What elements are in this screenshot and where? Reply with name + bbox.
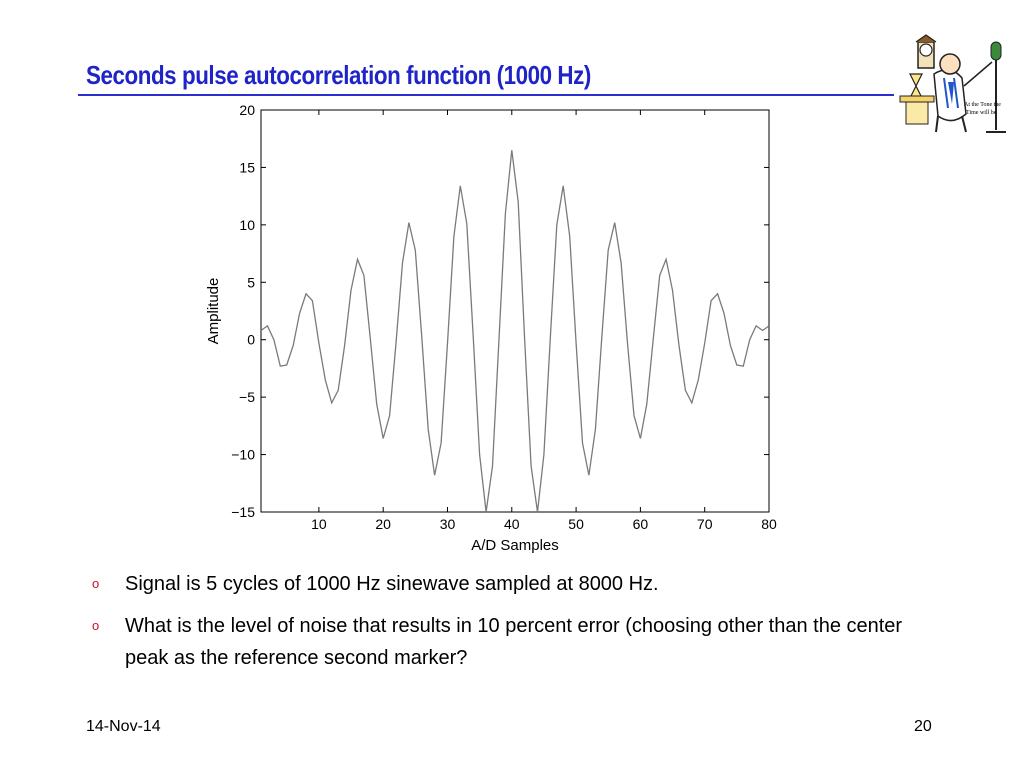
slide-title: Seconds pulse autocorrelation function (…: [86, 60, 591, 90]
y-tick-label: 15: [239, 159, 255, 175]
x-tick-label: 70: [697, 516, 713, 532]
x-tick-label: 40: [504, 516, 520, 532]
x-axis-label: A/D Samples: [471, 537, 559, 554]
clockmaker-cartoon-logo: At the Tone the Time will be: [899, 34, 1006, 133]
y-tick-label: −5: [239, 389, 255, 405]
x-tick-label: 20: [375, 516, 391, 532]
y-axis-label: Amplitude: [205, 278, 222, 345]
autocorrelation-line-chart: 10 20 30 40 50 60 70 80 −15 −10 −5 0 5 10 15 20 A/D Sam…: [205, 102, 777, 554]
y-tick-label: 5: [247, 274, 255, 290]
footer-date: 14-Nov-14: [86, 718, 161, 735]
x-tick-label: 30: [440, 516, 456, 532]
bullet-item: o Signal is 5 cycles of 1000 Hz sinewave…: [92, 568, 912, 600]
bullet-marker: o: [92, 618, 100, 633]
bullet-text: What is the level of noise that results …: [125, 615, 903, 669]
logo-caption: Time will be: [966, 110, 997, 116]
bullet-text: Signal is 5 cycles of 1000 Hz sinewave s…: [125, 573, 659, 595]
plot-area-frame: [260, 109, 770, 513]
logo-caption: At the Tone the: [964, 102, 1001, 108]
series-line: [260, 150, 770, 513]
x-tick-label: 50: [568, 516, 584, 532]
x-tick-label: 10: [311, 516, 327, 532]
y-tick-label: −15: [231, 504, 255, 520]
x-tick-label: 80: [761, 516, 777, 532]
page-number: 20: [914, 718, 932, 735]
title-underline: [78, 94, 894, 96]
bullet-item: o What is the level of noise that result…: [92, 610, 912, 674]
y-tick-label: −10: [231, 447, 255, 463]
x-tick-label: 60: [633, 516, 649, 532]
y-tick-label: 20: [239, 102, 255, 118]
y-tick-label: 10: [239, 217, 255, 233]
y-tick-label: 0: [247, 332, 255, 348]
bullet-marker: o: [92, 576, 100, 591]
bullet-list: o Signal is 5 cycles of 1000 Hz sinewave…: [92, 568, 912, 684]
